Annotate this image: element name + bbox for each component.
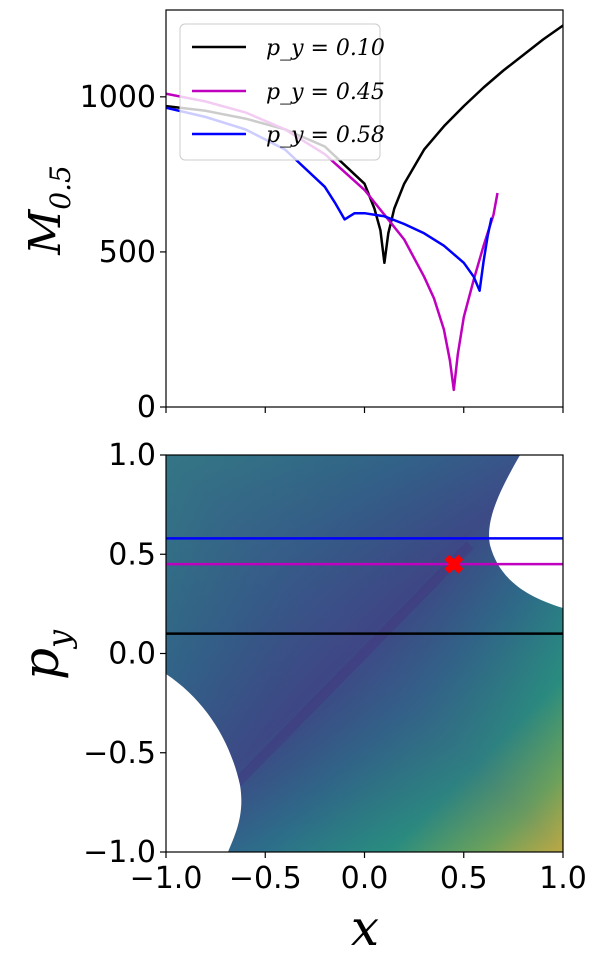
bottom-x-tick-label-4: 1.0	[539, 861, 587, 896]
bottom-x-tick-label-2: 0.0	[341, 861, 389, 896]
legend-entry-0: p_y = 0.10	[266, 36, 385, 61]
top-y-axis-label: M0.5	[20, 165, 77, 256]
bottom-y-tick-label-0: −1.0	[83, 835, 156, 870]
heatmap-horizontal-lines	[166, 537, 563, 635]
legend-entry-2: p_y = 0.58	[266, 123, 385, 148]
legend-box	[179, 23, 381, 161]
bottom-y-tick-label-1: −0.5	[83, 736, 156, 771]
top-x-ticks	[165, 407, 564, 413]
heatmap-area	[166, 455, 563, 852]
bottom-y-tick-label-2: 0.0	[108, 637, 156, 672]
bottom-y-axis-label: py	[12, 629, 78, 680]
top-line-chart: 0 500 1000 M0.5 p_y = 0.10 p_y = 0.45 p_y …	[20, 9, 564, 425]
bottom-x-tick-label-1: −0.5	[229, 861, 302, 896]
marker-x-shape	[444, 554, 464, 574]
bottom-y-tick-label-4: 1.0	[108, 438, 156, 473]
bottom-heatmap-chart: −1.0 −0.5 0.0 0.5 1.0 −1.0 −0.5 0.0 0.5 1.0 py x	[12, 438, 587, 957]
legend: p_y = 0.10 p_y = 0.45 p_y = 0.58	[179, 23, 385, 161]
bottom-x-axis-label: x	[351, 899, 379, 957]
bottom-x-ticks: −1.0 −0.5 0.0 0.5 1.0	[130, 852, 587, 896]
bottom-x-tick-label-3: 0.5	[440, 861, 488, 896]
bottom-y-tick-label-3: 0.5	[108, 537, 156, 572]
top-y-ticks: 0 500 1000	[80, 80, 166, 425]
heatmap-empty-region-left	[166, 674, 242, 852]
top-y-tick-label-1: 500	[99, 235, 156, 270]
top-y-tick-label-0: 0	[137, 390, 156, 425]
heatmap-marker	[444, 554, 464, 574]
heatmap-empty-region-right	[489, 455, 563, 608]
top-y-tick-label-2: 1000	[80, 80, 156, 115]
heatmap-valley	[226, 541, 474, 794]
legend-entry-1: p_y = 0.45	[266, 80, 385, 105]
bottom-y-ticks: −1.0 −0.5 0.0 0.5 1.0	[83, 438, 166, 870]
bottom-x-tick-label-0: −1.0	[130, 861, 203, 896]
